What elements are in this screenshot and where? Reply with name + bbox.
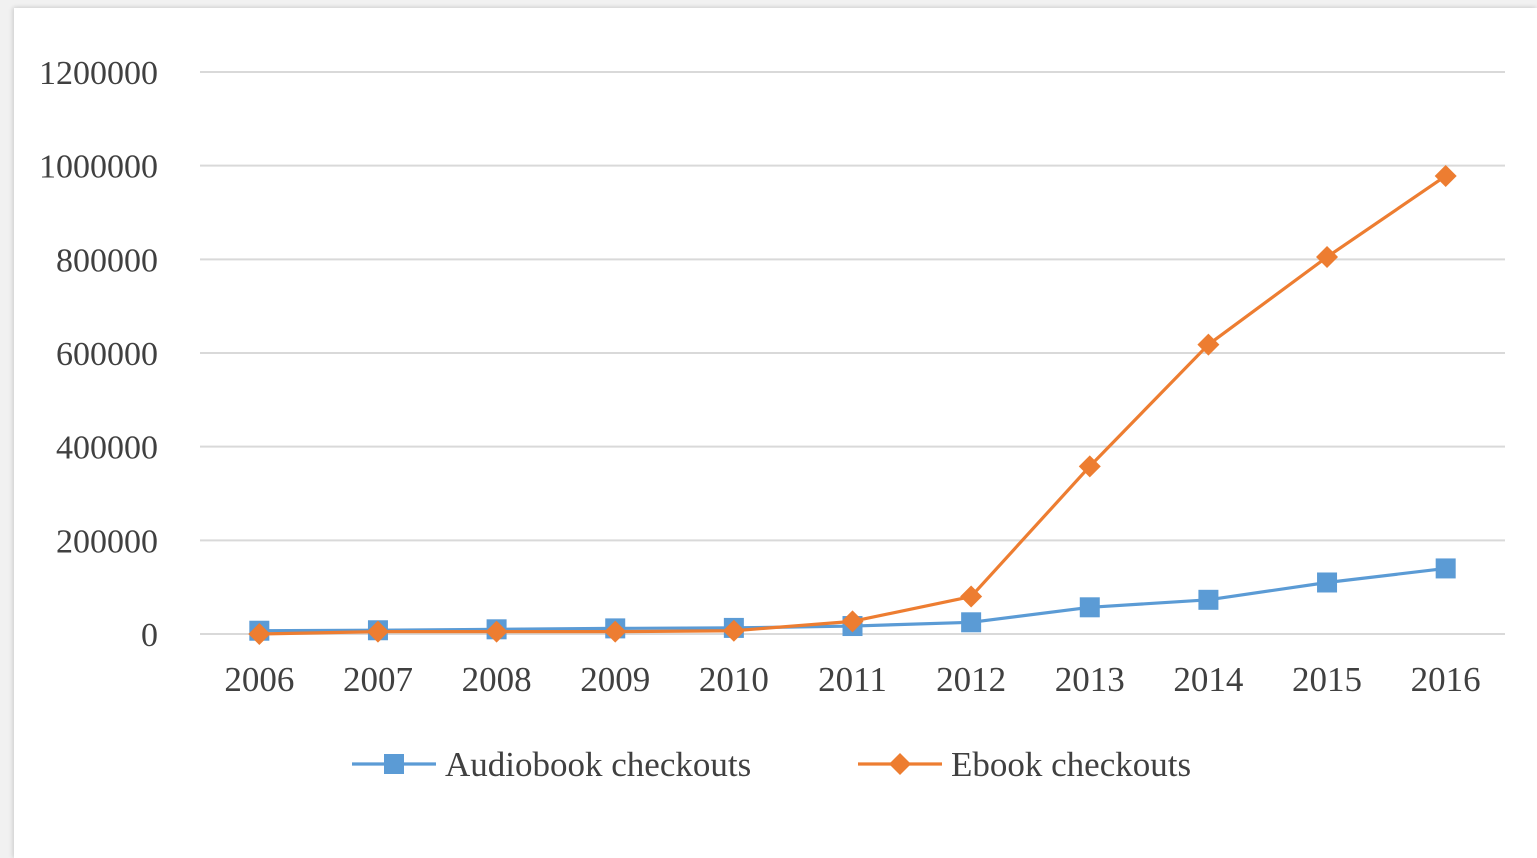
y-tick-label: 1000000: [39, 149, 158, 186]
legend: Audiobook checkouts Ebook checkouts: [352, 745, 1191, 784]
x-axis-tick-labels: 2006 2007 2008 2009 2010 2011 2012 2013 2014 2015…: [224, 660, 1480, 699]
x-tick-label: 2016: [1411, 660, 1481, 699]
y-tick-label: 1200000: [39, 55, 158, 92]
gridlines: [200, 71, 1505, 635]
y-tick-label: 400000: [56, 430, 158, 467]
y-tick-label: 600000: [56, 336, 158, 373]
series-2: [248, 164, 1457, 645]
data-point-square: [1317, 572, 1338, 593]
data-point-square: [1435, 558, 1456, 579]
x-tick-label: 2011: [818, 660, 887, 699]
data-point-diamond: [1197, 333, 1220, 356]
x-tick-label: 2008: [462, 660, 532, 699]
y-tick-label: 200000: [56, 523, 158, 560]
x-tick-label: 2009: [580, 660, 650, 699]
data-point-diamond: [960, 585, 983, 608]
data-point-diamond: [604, 620, 627, 643]
legend-marker: [889, 753, 911, 775]
series-line: [259, 174, 1447, 636]
data-point-square: [1198, 589, 1219, 610]
data-point-diamond: [485, 620, 508, 643]
data-point-diamond: [1434, 164, 1457, 187]
x-tick-label: 2006: [224, 660, 294, 699]
y-tick-label: 0: [141, 617, 158, 654]
legend-item: Ebook checkouts: [858, 745, 1191, 784]
y-axis-tick-labels: 0 200000 400000 600000 800000 1000000 1200000: [39, 55, 158, 654]
x-tick-label: 2007: [343, 660, 413, 699]
x-tick-label: 2012: [936, 660, 1006, 699]
x-tick-label: 2010: [699, 660, 769, 699]
data-point-diamond: [841, 610, 864, 633]
x-tick-label: 2014: [1173, 660, 1243, 699]
legend-item: Audiobook checkouts: [352, 745, 751, 784]
legend-label: Ebook checkouts: [951, 745, 1191, 784]
data-point-square: [1079, 597, 1100, 618]
data-point-diamond: [366, 620, 389, 643]
x-tick-label: 2015: [1292, 660, 1362, 699]
legend-marker: [384, 754, 404, 774]
legend-label: Audiobook checkouts: [445, 745, 751, 784]
data-point-square: [961, 612, 982, 633]
y-tick-label: 800000: [56, 242, 158, 279]
data-point-diamond: [1078, 455, 1101, 478]
data-point-diamond: [722, 619, 745, 642]
data-point-diamond: [1316, 245, 1339, 268]
series-lines: [248, 164, 1457, 645]
chart-frame: [14, 8, 1537, 858]
data-point-diamond: [248, 623, 271, 645]
x-tick-label: 2013: [1055, 660, 1125, 699]
